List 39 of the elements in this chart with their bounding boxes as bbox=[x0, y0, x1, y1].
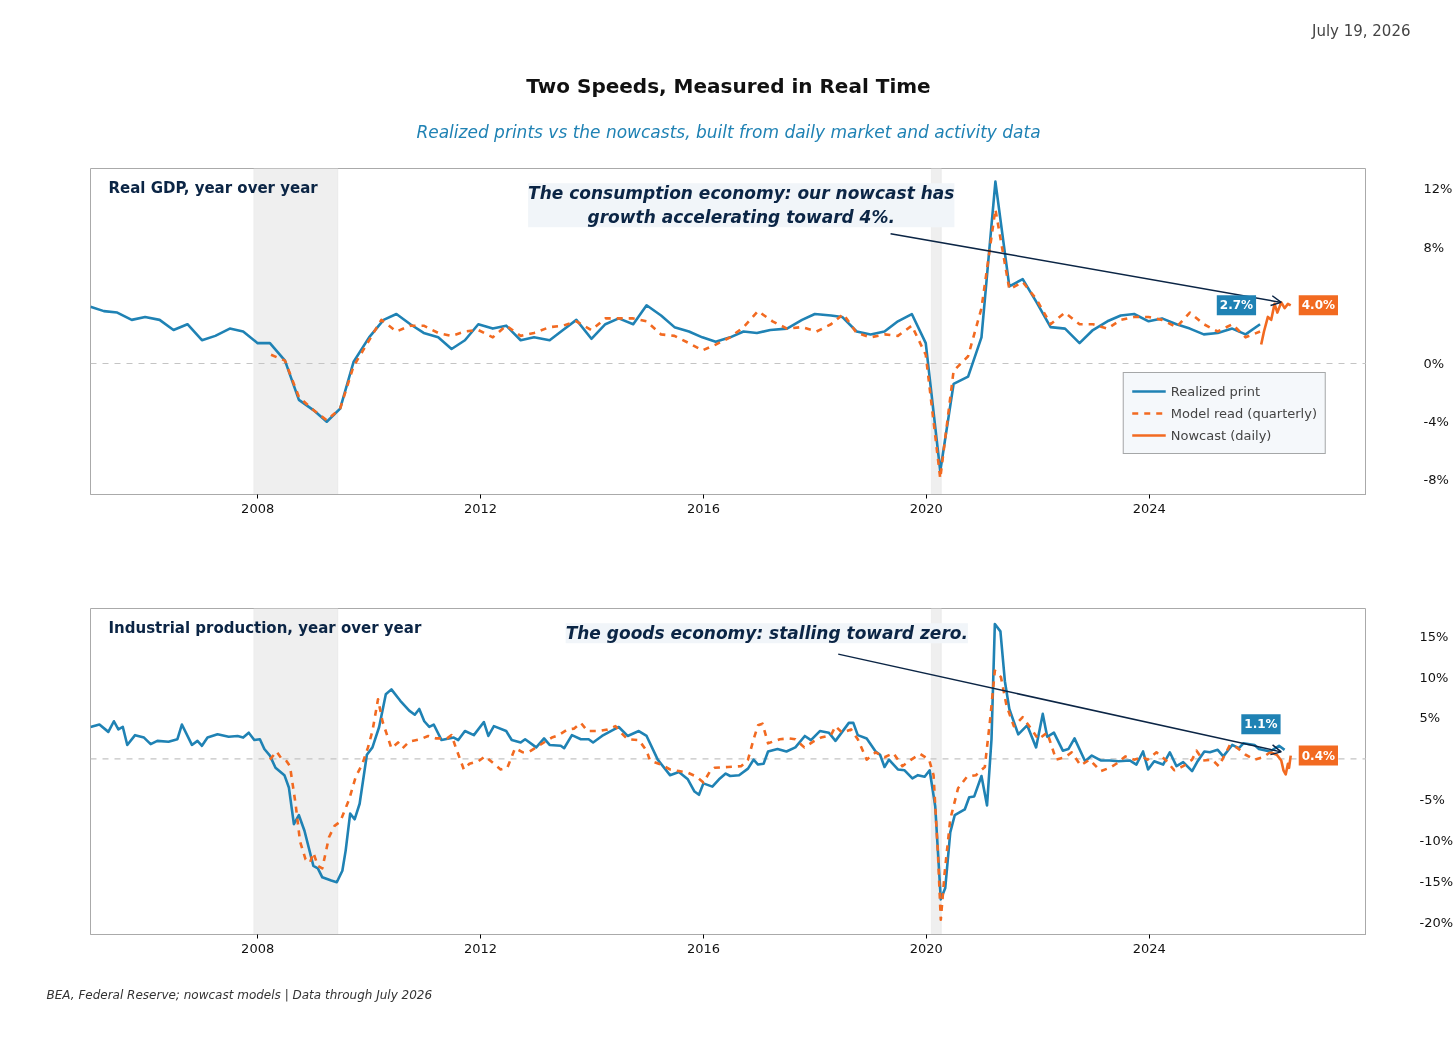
text: July 19, 2026 bbox=[1310, 21, 1411, 40]
y-tick-label: 8% bbox=[1423, 239, 1445, 255]
y-tick-label: 0% bbox=[1423, 356, 1445, 372]
text: Real GDP, year over year bbox=[108, 178, 319, 197]
y-tick-label: -10% bbox=[1419, 833, 1454, 849]
annotation: The goods economy: stalling toward zero. bbox=[565, 623, 968, 644]
y-tick-label: 10% bbox=[1419, 669, 1449, 685]
line-series bbox=[1259, 301, 1293, 346]
data-label: 0.4% bbox=[1301, 748, 1335, 763]
data-label: 1.1% bbox=[1244, 717, 1278, 732]
annotation: The consumption economy: our nowcast has growth accelerating toward 4%. bbox=[528, 183, 955, 228]
x-tick-label: 2008 bbox=[241, 500, 275, 516]
line-series bbox=[90, 622, 1286, 901]
text: Industrial production, year over year bbox=[108, 618, 422, 637]
legend-label: Realized print bbox=[1170, 383, 1261, 399]
text: Two Speeds, Measured in Real Time bbox=[526, 73, 931, 98]
x-tick-label: 2016 bbox=[686, 940, 720, 956]
x-tick-label: 2024 bbox=[1132, 940, 1166, 956]
y-tick-label: -20% bbox=[1419, 914, 1454, 930]
legend-label: Model read (quarterly) bbox=[1170, 405, 1317, 421]
text: Realized prints vs the nowcasts, built from daily market and activity data bbox=[416, 121, 1041, 142]
y-tick-label: 12% bbox=[1423, 181, 1453, 197]
x-tick-label: 2024 bbox=[1132, 500, 1166, 516]
x-tick-label: 2012 bbox=[464, 500, 498, 516]
y-tick-label: 5% bbox=[1419, 710, 1441, 726]
x-tick-label: 2008 bbox=[241, 940, 275, 956]
x-tick-label: 2016 bbox=[686, 500, 720, 516]
data-label: 2.7% bbox=[1219, 298, 1254, 313]
y-tick-label: -8% bbox=[1423, 472, 1449, 488]
y-tick-label: -5% bbox=[1419, 792, 1445, 808]
x-tick-label: 2020 bbox=[909, 500, 943, 516]
y-tick-label: -15% bbox=[1419, 873, 1454, 889]
y-tick-label: -4% bbox=[1423, 414, 1449, 430]
legend-label: Nowcast (daily) bbox=[1170, 427, 1272, 443]
y-tick-label: 15% bbox=[1419, 628, 1449, 644]
x-tick-label: 2012 bbox=[464, 940, 498, 956]
text: BEA, Federal Reserve; nowcast models | Data through July 2026 bbox=[46, 987, 433, 1002]
data-label: 4.0% bbox=[1301, 298, 1335, 313]
x-tick-label: 2020 bbox=[909, 940, 943, 956]
